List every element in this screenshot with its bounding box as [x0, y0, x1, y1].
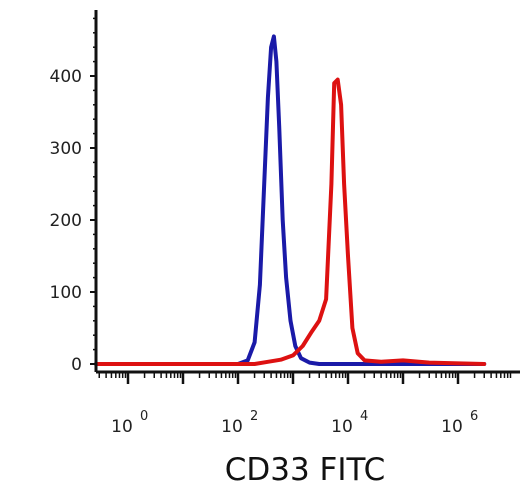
y-tick-label: 400 [50, 67, 82, 87]
x-tick-exponent: 4 [360, 409, 368, 424]
series-line-2 [94, 77, 487, 366]
series-line-1 [94, 34, 487, 366]
x-tick-label: 10 [221, 417, 243, 437]
x-tick-label: 10 [441, 417, 463, 437]
x-tick-exponent: 6 [470, 409, 478, 424]
y-tick-label: 300 [50, 139, 82, 159]
y-tick-label: 200 [50, 211, 82, 231]
x-ticks-layer: 10 0 10 2 10 4 10 6 [98, 372, 512, 437]
axes-layer [94, 10, 520, 374]
y-tick-label: 100 [50, 283, 82, 303]
x-tick-exponent: 2 [250, 409, 258, 424]
y-ticks-layer: 0 100 200 300 400 [50, 17, 96, 375]
x-tick-label: 10 [111, 417, 133, 437]
series-layer [94, 34, 487, 366]
x-tick-exponent: 0 [140, 409, 148, 424]
x-axis-title: CD33 FITC [225, 452, 386, 488]
x-tick-label: 10 [331, 417, 353, 437]
y-tick-label: 0 [71, 355, 82, 375]
